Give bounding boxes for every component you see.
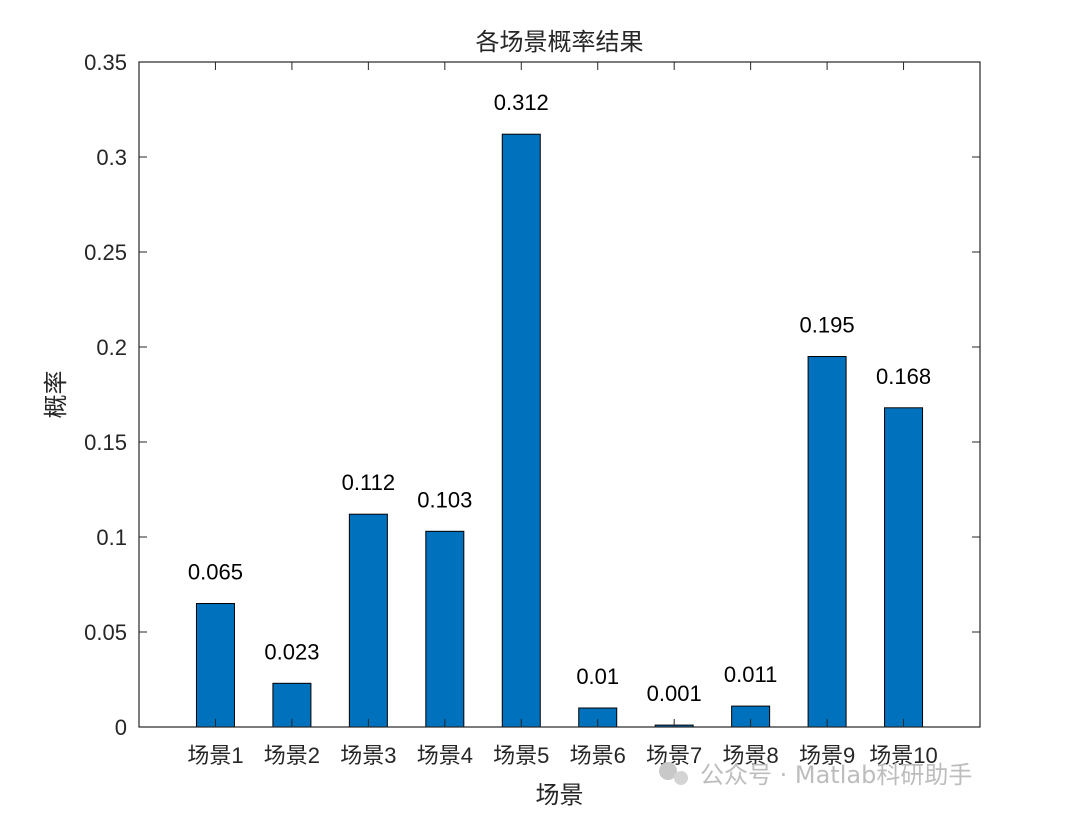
x-axis-label: 场景	[536, 781, 584, 809]
watermark: 公众号 · Matlab科研助手	[659, 761, 972, 789]
x-ticks-group: 场景1 场景2 场景3 场景4 场景5 场景6 场景7 场景8 场景9 场景10	[187, 62, 938, 768]
y-tick-label: 0.3	[96, 145, 127, 170]
axes-group	[138, 61, 981, 728]
bar-value-label: 0.001	[647, 681, 702, 706]
data-labels-group: 0.065 0.023 0.112 0.103 0.312 0.01 0.001 0.011 0…	[188, 90, 931, 706]
x-tick-label: 场景3	[340, 743, 396, 768]
y-tick-label: 0.05	[84, 620, 127, 645]
bar	[884, 407, 924, 728]
bar-value-label: 0.103	[417, 487, 472, 512]
plot-area	[139, 62, 980, 727]
y-axis-label: 概率	[42, 371, 70, 419]
bar	[425, 530, 465, 728]
bar-value-label: 0.023	[264, 639, 319, 664]
bar-value-label: 0.112	[342, 470, 395, 495]
y-tick-label: 0.2	[96, 335, 127, 360]
bar	[501, 133, 541, 728]
x-tick-label: 场景10	[869, 743, 937, 768]
bar	[348, 513, 388, 728]
bar-value-label: 0.011	[724, 662, 777, 687]
bar-value-label: 0.01	[576, 664, 619, 689]
bar-value-label: 0.065	[188, 560, 243, 585]
y-tick-label: 0.25	[84, 240, 127, 265]
chart-title: 各场景概率结果	[476, 28, 644, 56]
x-tick-label: 场景9	[799, 743, 855, 768]
y-tick-label: 0.35	[84, 50, 127, 75]
x-tick-label: 场景2	[264, 743, 320, 768]
y-tick-label: 0.15	[84, 430, 127, 455]
x-tick-label: 场景1	[187, 743, 243, 768]
wechat-icon-bubble	[674, 771, 688, 785]
y-ticks-group: 0 0.05 0.1 0.15 0.2 0.25 0.3 0.35	[84, 50, 980, 740]
wechat-icon	[659, 762, 677, 780]
bar-value-label: 0.168	[876, 364, 931, 389]
x-tick-label: 场景7	[646, 743, 702, 768]
axes-frame	[138, 61, 981, 728]
y-tick-label: 0.1	[96, 525, 127, 550]
x-tick-label: 场景6	[570, 743, 626, 768]
x-tick-label: 场景5	[493, 743, 549, 768]
x-tick-label: 场景8	[723, 743, 779, 768]
bars-group	[195, 133, 924, 728]
bar	[807, 356, 847, 728]
x-tick-label: 场景4	[417, 743, 473, 768]
bar-value-label: 0.312	[494, 90, 549, 115]
y-tick-label: 0	[115, 715, 127, 740]
watermark-text: 公众号 · Matlab科研助手	[700, 761, 972, 789]
bar	[195, 603, 235, 728]
bar-value-label: 0.195	[800, 313, 855, 338]
